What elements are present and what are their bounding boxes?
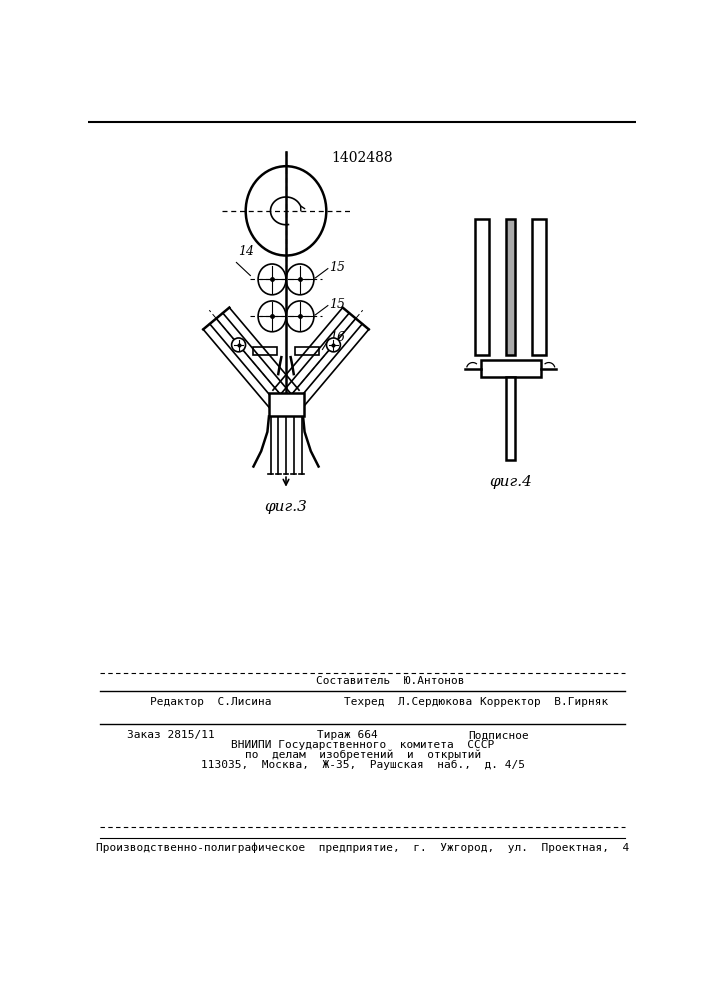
Text: Редактор  С.Лисина: Редактор С.Лисина (151, 697, 272, 707)
Bar (475, 219, 489, 355)
Bar (532, 219, 547, 355)
Bar (506, 377, 515, 460)
Text: Составитель  Ю.Антонов: Составитель Ю.Антонов (316, 676, 465, 686)
Text: по  делам  изобретений  и  открытий: по делам изобретений и открытий (245, 750, 481, 760)
Text: Корректор  В.Гирняк: Корректор В.Гирняк (480, 697, 608, 707)
Bar (269, 393, 304, 416)
Text: 16: 16 (329, 331, 346, 344)
Text: 14: 14 (238, 245, 254, 258)
Bar (506, 219, 515, 355)
Bar (253, 347, 276, 355)
Text: Техред  Л.Сердюкова: Техред Л.Сердюкова (344, 697, 472, 707)
Text: ВНИИПИ Государственного  комитета  СССР: ВНИИПИ Государственного комитета СССР (231, 740, 494, 750)
Text: 15: 15 (329, 298, 344, 311)
Bar (296, 347, 319, 355)
Text: Заказ 2815/11: Заказ 2815/11 (127, 730, 215, 740)
Text: Тираж 664: Тираж 664 (317, 730, 378, 740)
Text: Подписное: Подписное (468, 730, 529, 740)
Text: 15: 15 (329, 261, 344, 274)
Text: φиг.4: φиг.4 (489, 475, 532, 489)
Text: Производственно-полиграфическое  предприятие,  г.  Ужгород,  ул.  Проектная,  4: Производственно-полиграфическое предприя… (96, 842, 629, 853)
Circle shape (232, 338, 245, 352)
Text: φиг.3: φиг.3 (264, 500, 308, 514)
Text: 113035,  Москва,  Ж-35,  Раушская  наб.,  д. 4/5: 113035, Москва, Ж-35, Раушская наб., д. … (201, 760, 525, 770)
Circle shape (327, 338, 340, 352)
Bar (481, 360, 541, 377)
Text: 1402488: 1402488 (331, 151, 393, 165)
